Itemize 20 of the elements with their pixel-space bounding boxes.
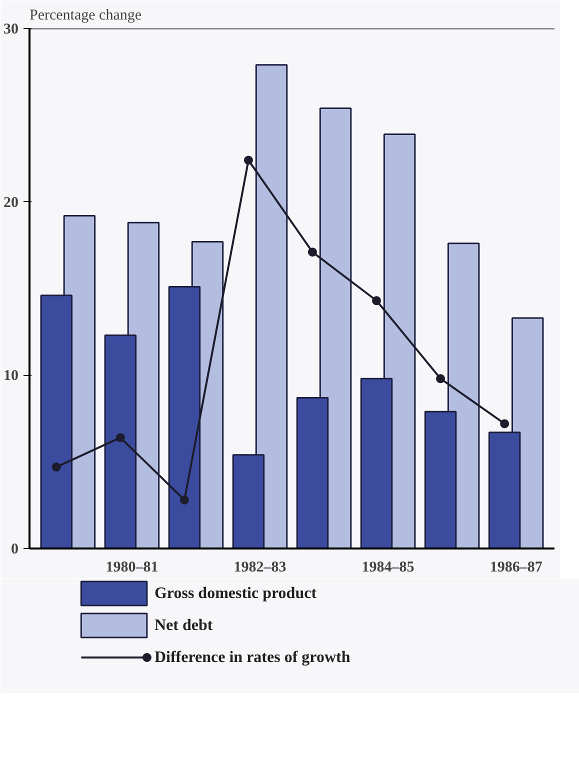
y-tick-label: 0 bbox=[11, 542, 18, 558]
y-tick-label: 20 bbox=[4, 194, 18, 211]
point bbox=[52, 462, 61, 472]
point bbox=[500, 419, 510, 428]
y-tick-label: 30 bbox=[4, 22, 18, 38]
y-axis-title: Percentage change bbox=[30, 8, 142, 24]
x-tick-label: 1986–87 bbox=[490, 560, 543, 576]
point bbox=[116, 433, 125, 442]
x-tick-label: 1980–81 bbox=[106, 560, 158, 576]
y-tick-label: 10 bbox=[4, 368, 18, 384]
point bbox=[308, 248, 317, 257]
point bbox=[244, 156, 253, 165]
legend-label: Net debt bbox=[154, 617, 214, 634]
point bbox=[180, 495, 189, 504]
legend-label: Difference in rates of growth bbox=[154, 649, 350, 666]
x-tick-label: 1984–85 bbox=[362, 560, 414, 576]
legend-label: Gross domestic product bbox=[154, 585, 318, 602]
point bbox=[436, 374, 446, 384]
x-tick-label: 1982–83 bbox=[234, 560, 286, 576]
point bbox=[372, 296, 382, 306]
